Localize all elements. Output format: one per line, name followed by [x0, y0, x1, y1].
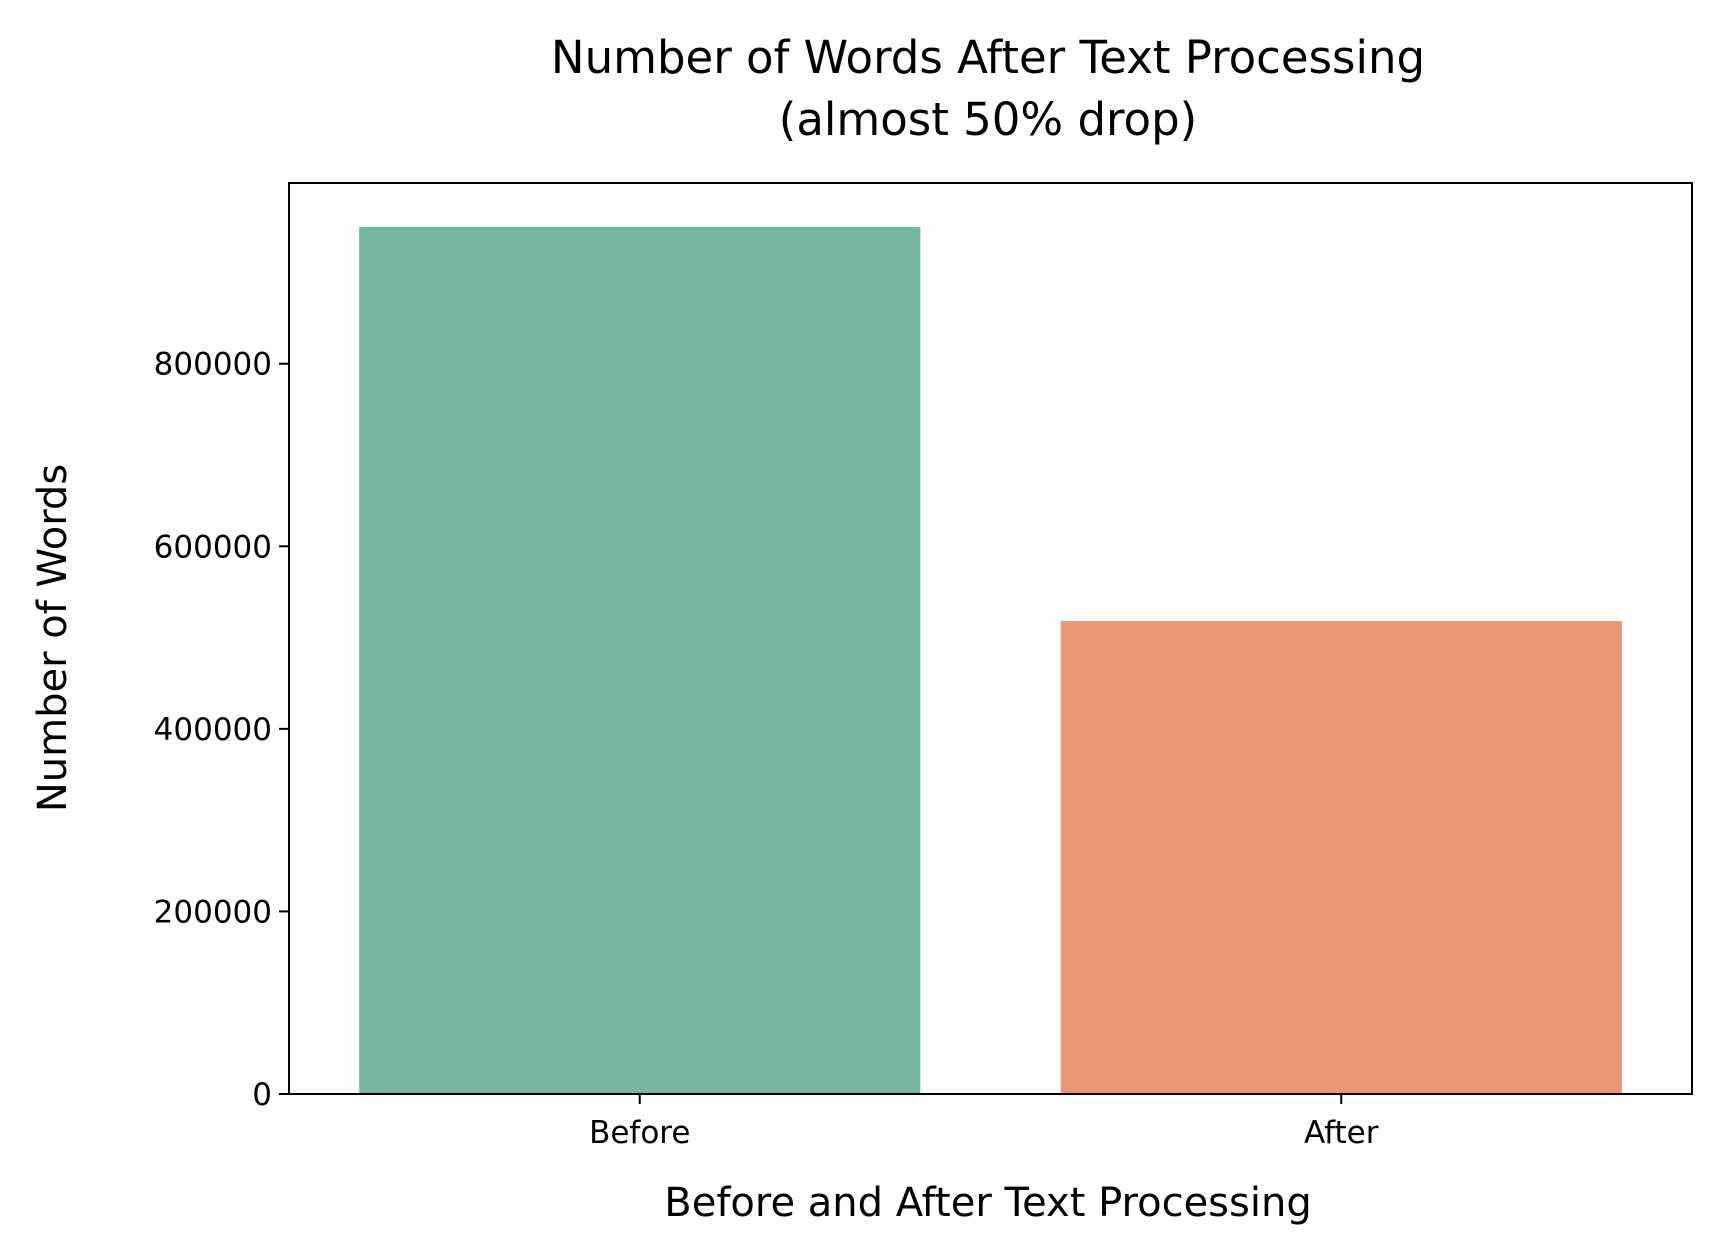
- bar-after: [1060, 621, 1622, 1094]
- y-tick-label: 600000: [154, 529, 272, 565]
- plot-frame: [288, 182, 1693, 1095]
- chart-title-line-1: Number of Words After Text Processing: [551, 31, 1425, 84]
- y-tick-label: 0: [252, 1077, 272, 1113]
- y-tick-label: 400000: [154, 712, 272, 748]
- chart-title: Number of Words After Text Processing (a…: [551, 31, 1425, 146]
- bars: [359, 226, 1622, 1095]
- chart-title-line-2: (almost 50% drop): [779, 93, 1197, 146]
- x-axis-ticks: Before After: [589, 1094, 1379, 1151]
- y-axis-ticks: 0 200000 400000 600000 800000: [154, 347, 289, 1113]
- bar-before: [359, 226, 921, 1095]
- y-tick-label: 800000: [154, 347, 272, 383]
- x-tick-label: Before: [589, 1115, 690, 1151]
- x-axis-label: Before and After Text Processing: [664, 1180, 1311, 1226]
- y-tick-label: 200000: [154, 894, 272, 930]
- x-tick-label: After: [1304, 1115, 1379, 1151]
- y-axis-label: Number of Words: [30, 464, 76, 812]
